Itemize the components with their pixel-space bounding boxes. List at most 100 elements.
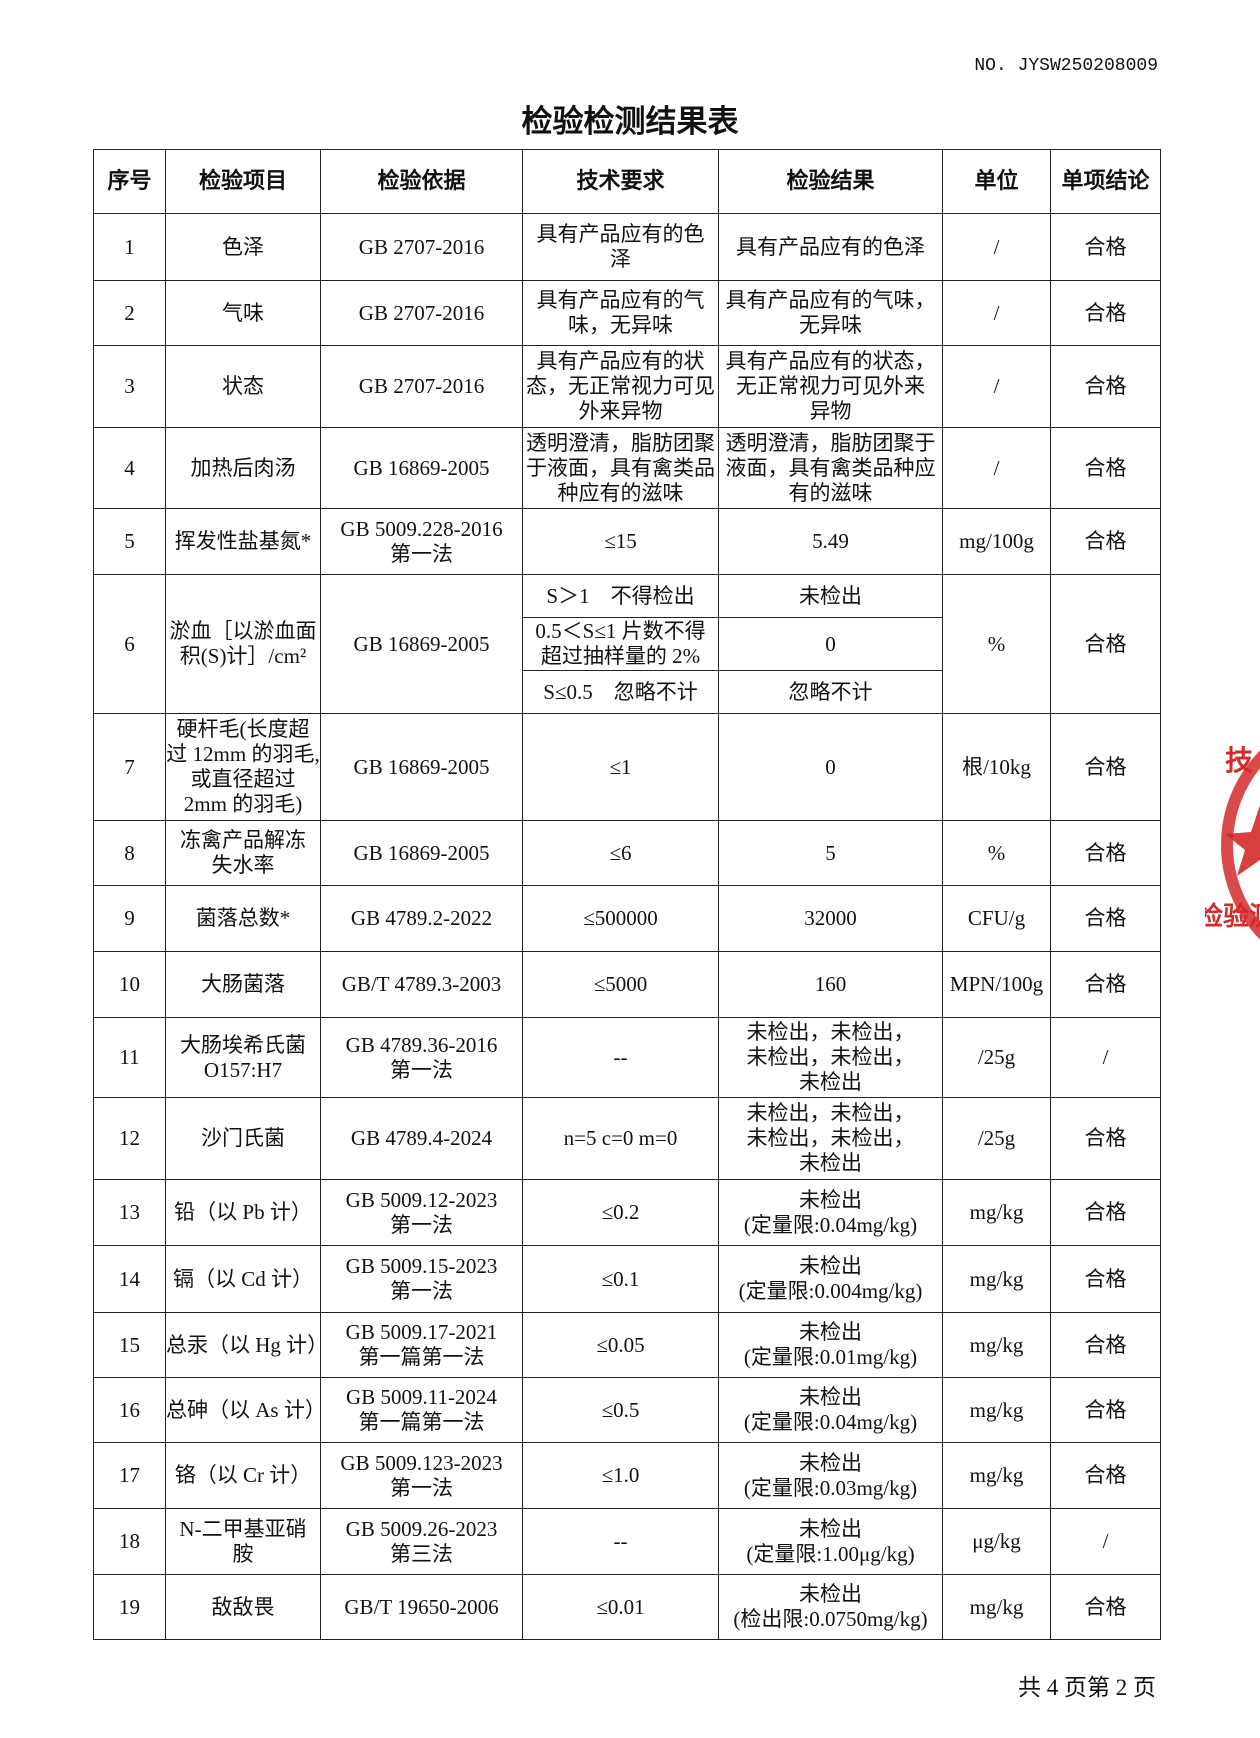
unit-cell: CFU/g <box>942 885 1051 952</box>
cell-line: 铅（以 Pb 计） <box>174 1200 312 1224</box>
cell-line: 0 <box>825 754 836 779</box>
table-row: S≤0.5 忽略不计 忽略不计 <box>94 670 1161 714</box>
unit-cell: / <box>942 280 1051 346</box>
requirement-cell: ≤5000 <box>522 951 719 1018</box>
cell-line: S≤0.5 忽略不计 <box>543 679 698 704</box>
cell-line: GB/T 19650-2006 <box>344 1594 499 1619</box>
conclusion-cell: 合格 <box>1050 213 1161 281</box>
page-number: 共 4 页第 2 页 <box>1018 1675 1156 1700</box>
requirement-cell: ≤6 <box>522 820 719 886</box>
seq-cell: 5 <box>93 508 166 575</box>
table-row: 4 加热后肉汤 GB 16869-2005 透明澄清，脂肪团聚 于液面，具有禽类品 种应有… <box>93 427 1161 509</box>
cell-line: ≤0.2 <box>601 1200 640 1224</box>
table-row: 3 状态 GB 2707-2016 具有产品应有的状 态，无正常视力可见 外来异物 具有产品… <box>93 345 1161 428</box>
requirement-cell: n=5 c=0 m=0 <box>522 1097 719 1180</box>
cell-line: GB 5009.26-2023 <box>345 1516 498 1541</box>
basis-cell: GB 5009.11-2024 第一篇第一法 <box>320 1377 523 1443</box>
cell-line: (定量限:1.00μg/kg) <box>746 1541 915 1566</box>
basis-cell: GB 5009.26-2023 第三法 <box>320 1508 523 1575</box>
cell-line: 加热后肉汤 <box>190 455 296 480</box>
unit-cell: mg/kg <box>942 1312 1051 1378</box>
result-cell: 具有产品应有的气味， 无异味 <box>718 280 943 346</box>
unit-cell: % <box>942 574 1051 714</box>
requirement-cell: ≤0.2 <box>522 1179 719 1246</box>
cell-line: 根/10kg <box>962 754 1031 779</box>
column-header: 单项结论 <box>1050 149 1161 214</box>
cell-line: 合格 <box>1084 1200 1127 1224</box>
column-header: 检验结果 <box>718 149 943 214</box>
table-row: 6 淤血［以淤血面 积(S)计］/cm² GB 16869-2005 S＞1 不得检出 未… <box>93 574 1161 714</box>
unit-cell: MPN/100g <box>942 951 1051 1018</box>
cell-line: 0 <box>825 631 836 656</box>
conclusion-cell: 合格 <box>1050 280 1161 346</box>
results-table: 序号 检验项目 检验依据 技术要求 检验结果 单位 单项结论 1 色泽 GB 2707-2016 具… <box>93 149 1161 1640</box>
cell-line: mg/kg <box>969 1200 1024 1224</box>
table-row: 2 气味 GB 2707-2016 具有产品应有的气 味，无异味 具有产品应有的气味， 无异… <box>93 280 1161 346</box>
stamp-text: 检验测 <box>1205 901 1260 932</box>
table-row: 1 色泽 GB 2707-2016 具有产品应有的色泽具有产品应有的色泽 / 合格 <box>93 213 1161 281</box>
cell-line: 第三法 <box>390 1541 453 1566</box>
cell-line: O157:H7 <box>203 1057 283 1082</box>
cell-line: GB 16869-2005 <box>353 631 490 656</box>
conclusion-cell: 合格 <box>1050 1442 1161 1509</box>
cell-line: -- <box>613 1529 628 1553</box>
cell-line: (定量限:0.04mg/kg) <box>743 1410 918 1434</box>
item-cell: 大肠菌落 <box>165 951 321 1018</box>
basis-cell: GB 2707-2016 <box>320 345 523 428</box>
conclusion-cell: 合格 <box>1050 1245 1161 1313</box>
cell-line: 合格 <box>1084 455 1127 480</box>
requirement-cell: -- <box>522 1017 719 1098</box>
requirement-cell: 具有产品应有的色泽 <box>522 213 719 281</box>
conclusion-cell: 合格 <box>1050 951 1161 1018</box>
cell-line: 具有产品应有的色 <box>536 222 705 246</box>
cell-line: GB 2707-2016 <box>358 234 485 259</box>
cell-line: 沙门氏菌 <box>201 1126 285 1150</box>
cell-line: 合格 <box>1084 1397 1127 1422</box>
cell-line: 总汞（以 Hg 计） <box>166 1332 321 1357</box>
cell-line: 具有产品应有的状态， <box>725 349 936 373</box>
unit-cell: mg/kg <box>942 1442 1051 1509</box>
basis-cell: GB 16869-2005 <box>320 574 523 714</box>
stamp: 技 检验测 <box>1205 744 1260 940</box>
cell-line: /25g <box>977 1126 1016 1150</box>
cell-line: / <box>1102 1045 1109 1069</box>
cell-line: 未检出 <box>799 1151 862 1175</box>
cell-line: GB 5009.123-2023 <box>340 1450 503 1475</box>
cell-line: 合格 <box>1084 840 1127 865</box>
cell-line: ≤1 <box>609 754 632 779</box>
table-row: 18 N-二甲基亚硝胺 GB 5009.26-2023 第三法 -- 未检出 (定量限:1.… <box>93 1508 1161 1575</box>
title: 检验检测结果表 <box>521 104 739 140</box>
basis-cell: GB 16869-2005 <box>320 820 523 886</box>
cell-line: 合格 <box>1084 374 1127 398</box>
seq-cell: 11 <box>93 1017 166 1098</box>
unit-cell: mg/kg <box>942 1574 1051 1640</box>
unit-cell: / <box>942 213 1051 281</box>
conclusion-cell: 合格 <box>1050 1312 1161 1378</box>
cell-line: 5 <box>825 840 836 865</box>
cell-line: 合格 <box>1084 754 1127 779</box>
seq-cell: 9 <box>93 885 166 952</box>
cell-line: 合格 <box>1084 972 1127 996</box>
item-cell: 总汞（以 Hg 计） <box>165 1312 321 1378</box>
seq-cell: 4 <box>93 427 166 509</box>
cell-line: 32000 <box>804 906 857 930</box>
conclusion-cell: 合格 <box>1050 1097 1161 1180</box>
item-cell: 气味 <box>165 280 321 346</box>
cell-line: 未检出 <box>799 1450 862 1475</box>
cell-line: mg/kg <box>969 1594 1024 1619</box>
requirement-cell: S＞1 不得检出 <box>522 574 719 618</box>
cell-line: 异物 <box>809 399 852 423</box>
cell-line: 外来异物 <box>578 399 663 423</box>
conclusion-cell: 合格 <box>1050 1179 1161 1246</box>
table-row: 15 总汞（以 Hg 计） GB 5009.17-2021 第一篇第一法 ≤0.05 未检… <box>93 1312 1161 1378</box>
cell-line: GB 16869-2005 <box>353 455 490 480</box>
unit-cell: /25g <box>942 1017 1051 1098</box>
cell-line: % <box>987 631 1006 656</box>
cell-line: 态，无正常视力可见 <box>526 374 715 398</box>
cell-line: GB/T 4789.3-2003 <box>341 972 502 996</box>
conclusion-cell: / <box>1050 1508 1161 1575</box>
column-header: 技术要求 <box>522 149 719 214</box>
cell-line: 色泽 <box>222 234 264 259</box>
table-row: 7 硬杆毛(长度超过 12mm 的羽毛, 或直径超过 2mm 的羽毛) GB 16869… <box>93 713 1161 821</box>
cell-line: 种应有的滋味 <box>557 480 684 505</box>
